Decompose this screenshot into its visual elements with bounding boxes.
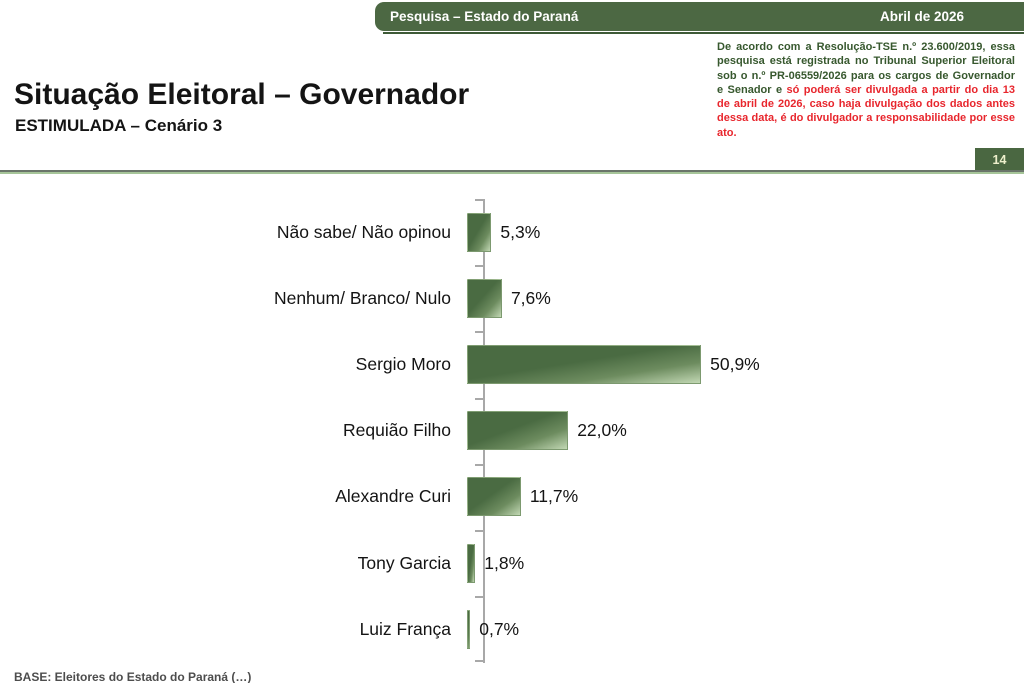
category-label: Tony Garcia — [357, 552, 451, 573]
value-label: 7,6% — [510, 287, 551, 308]
axis-tick — [475, 463, 483, 466]
disclaimer-red-text: só poderá ser divulgada a partir do dia … — [717, 83, 1015, 139]
bar — [467, 212, 492, 252]
page-number: 14 — [992, 153, 1007, 167]
page-subtitle: ESTIMULADA – Cenário 3 — [15, 116, 223, 135]
legal-disclaimer: De acordo com a Resolução-TSE n.º 23.600… — [717, 40, 1015, 140]
axis-tick — [475, 265, 483, 268]
header-divider — [0, 170, 1024, 172]
disclaimer-green-text: De acordo com a Resolução-TSE n.º 23.600… — [717, 41, 1015, 96]
category-label: Nenhum/ Branco/ Nulo — [273, 287, 451, 308]
page-title: Situação Eleitoral – Governador — [14, 78, 470, 111]
value-label: 22,0% — [577, 420, 627, 441]
ribbon-date: Abril de 2026 — [879, 9, 964, 24]
chart-row: Nenhum/ Branco/ Nulo 7,6% — [0, 265, 1024, 331]
chart-row: Sergio Moro 50,9% — [0, 331, 1024, 397]
chart-row: Não sabe/ Não opinou 5,3% — [0, 199, 1024, 265]
value-label: 5,3% — [500, 221, 541, 242]
bar — [467, 609, 471, 649]
category-label: Luiz França — [359, 618, 451, 639]
axis-tick — [475, 199, 483, 201]
category-label: Sergio Moro — [355, 353, 451, 374]
chart-row: Luiz França 0,7% — [0, 596, 1024, 662]
chart-row: Tony Garcia 1,8% — [0, 530, 1024, 596]
chart-row: Requião Filho 22,0% — [0, 398, 1024, 464]
top-ribbon: Pesquisa – Estado do Paraná Abril de 202… — [375, 2, 1024, 31]
bar-chart: Não sabe/ Não opinou 5,3% Nenhum/ Branco/ … — [0, 199, 1024, 663]
axis-tick — [475, 596, 483, 599]
axis-tick — [475, 530, 483, 532]
ribbon-title: Pesquisa – Estado do Paraná — [390, 9, 579, 24]
bar-chart-rows: Não sabe/ Não opinou 5,3% Nenhum/ Branco/ … — [0, 199, 1024, 662]
axis-tick — [475, 331, 483, 334]
axis-tick — [475, 660, 483, 663]
header-divider-accent — [0, 172, 1024, 174]
value-label: 0,7% — [479, 618, 520, 639]
bar — [467, 278, 502, 318]
value-label: 50,9% — [710, 353, 760, 374]
bar — [467, 344, 702, 384]
category-label: Requião Filho — [343, 420, 451, 441]
page-number-badge: 14 — [975, 148, 1024, 172]
bar — [467, 411, 569, 451]
axis-tick — [475, 397, 483, 400]
value-label: 11,7% — [529, 486, 579, 507]
chart-row: Alexandre Curi 11,7% — [0, 464, 1024, 530]
value-label: 1,8% — [484, 552, 525, 573]
base-note: BASE: Eleitores do Estado do Paraná (…) — [14, 670, 252, 683]
category-label: Não sabe/ Não opinou — [276, 221, 451, 242]
bar — [467, 477, 521, 517]
ribbon-underline — [383, 32, 1024, 34]
bar — [467, 543, 476, 583]
category-label: Alexandre Curi — [335, 486, 451, 507]
